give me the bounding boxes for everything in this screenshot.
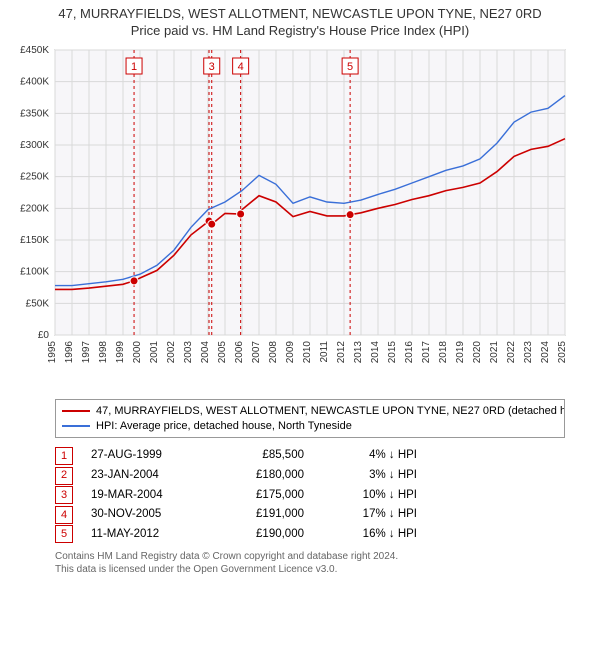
price-chart: £0 £50K £100K £150K £200K £250K £300K £350K £400…	[0, 40, 600, 390]
x-tick-label: 2011	[319, 340, 330, 362]
row-delta: 16% ↓ HPI	[322, 525, 417, 545]
x-tick-label: 1999	[115, 340, 126, 363]
footer-line-1: Contains HM Land Registry data © Crown c…	[55, 550, 565, 563]
row-date: 27-AUG-1999	[91, 446, 206, 466]
legend-label: 47, MURRAYFIELDS, WEST ALLOTMENT, NEWCAS…	[96, 404, 565, 419]
legend-swatch	[62, 425, 90, 427]
sale-marker-dot	[208, 220, 216, 228]
x-tick-label: 2009	[285, 340, 296, 363]
x-tick-label: 2020	[472, 340, 483, 363]
row-date: 11-MAY-2012	[91, 525, 206, 545]
table-row: 4 30-NOV-2005 £191,000 17% ↓ HPI	[55, 505, 565, 525]
row-price: £190,000	[224, 525, 304, 545]
row-price: £175,000	[224, 486, 304, 506]
table-row: 5 11-MAY-2012 £190,000 16% ↓ HPI	[55, 525, 565, 545]
title-line-1: 47, MURRAYFIELDS, WEST ALLOTMENT, NEWCAS…	[0, 6, 600, 23]
row-badge: 5	[55, 525, 73, 543]
chart-container: £0 £50K £100K £150K £200K £250K £300K £350K £400…	[0, 40, 600, 395]
y-tick-label: £0	[38, 330, 50, 341]
x-tick-label: 2008	[268, 340, 279, 363]
x-tick-label: 2002	[166, 340, 177, 363]
x-tick-label: 2001	[149, 340, 160, 363]
row-delta: 3% ↓ HPI	[322, 466, 417, 486]
x-tick-label: 2022	[506, 340, 517, 363]
x-tick-label: 1995	[47, 340, 58, 363]
x-tick-label: 2012	[336, 340, 347, 363]
row-delta: 17% ↓ HPI	[322, 505, 417, 525]
x-tick-label: 2017	[421, 340, 432, 363]
x-tick-label: 2015	[387, 340, 398, 363]
x-tick-label: 1998	[98, 340, 109, 363]
x-tick-label: 1997	[81, 340, 92, 363]
x-tick-label: 2016	[404, 340, 415, 363]
x-tick-label: 2010	[302, 340, 313, 363]
title-block: 47, MURRAYFIELDS, WEST ALLOTMENT, NEWCAS…	[0, 0, 600, 40]
y-tick-label: £300K	[20, 140, 49, 151]
y-tick-label: £200K	[20, 203, 49, 214]
row-price: £85,500	[224, 446, 304, 466]
sale-marker-dot	[130, 277, 138, 285]
y-tick-label: £100K	[20, 266, 49, 277]
row-badge: 4	[55, 506, 73, 524]
table-row: 1 27-AUG-1999 £85,500 4% ↓ HPI	[55, 446, 565, 466]
x-tick-label: 2006	[234, 340, 245, 363]
legend-swatch	[62, 410, 90, 412]
row-price: £191,000	[224, 505, 304, 525]
row-price: £180,000	[224, 466, 304, 486]
legend: 47, MURRAYFIELDS, WEST ALLOTMENT, NEWCAS…	[55, 399, 565, 439]
x-tick-label: 2023	[523, 340, 534, 363]
sale-marker-dot	[237, 210, 245, 218]
x-tick-label: 2000	[132, 340, 143, 363]
x-tick-label: 2007	[251, 340, 262, 363]
y-tick-label: £350K	[20, 108, 49, 119]
legend-row: HPI: Average price, detached house, Nort…	[62, 419, 558, 434]
x-tick-label: 2021	[489, 340, 500, 363]
x-tick-label: 2004	[200, 340, 211, 363]
row-delta: 10% ↓ HPI	[322, 486, 417, 506]
table-row: 3 19-MAR-2004 £175,000 10% ↓ HPI	[55, 486, 565, 506]
x-tick-label: 2024	[540, 340, 551, 363]
y-tick-label: £450K	[20, 45, 49, 56]
x-tick-label: 2003	[183, 340, 194, 363]
x-tick-label: 2018	[438, 340, 449, 363]
y-tick-label: £150K	[20, 235, 49, 246]
y-tick-label: £50K	[26, 298, 50, 309]
title-line-2: Price paid vs. HM Land Registry's House …	[0, 23, 600, 40]
row-badge: 2	[55, 467, 73, 485]
table-row: 2 23-JAN-2004 £180,000 3% ↓ HPI	[55, 466, 565, 486]
row-date: 23-JAN-2004	[91, 466, 206, 486]
legend-row: 47, MURRAYFIELDS, WEST ALLOTMENT, NEWCAS…	[62, 404, 558, 419]
row-date: 19-MAR-2004	[91, 486, 206, 506]
y-tick-label: £250K	[20, 171, 49, 182]
x-tick-label: 2013	[353, 340, 364, 363]
x-tick-label: 2014	[370, 340, 381, 363]
sale-marker-dot	[346, 210, 354, 218]
sale-marker-badge-num: 3	[209, 61, 215, 73]
sale-marker-badge-num: 5	[347, 61, 353, 73]
row-badge: 1	[55, 447, 73, 465]
x-tick-label: 2025	[557, 340, 568, 363]
legend-label: HPI: Average price, detached house, Nort…	[96, 419, 352, 434]
row-delta: 4% ↓ HPI	[322, 446, 417, 466]
sale-marker-badge-num: 1	[131, 61, 137, 73]
x-tick-label: 2005	[217, 340, 228, 363]
x-tick-label: 2019	[455, 340, 466, 363]
x-tick-label: 1996	[64, 340, 75, 363]
row-date: 30-NOV-2005	[91, 505, 206, 525]
sales-table: 1 27-AUG-1999 £85,500 4% ↓ HPI 2 23-JAN-2004 £…	[55, 446, 565, 544]
footer-line-2: This data is licensed under the Open Gov…	[55, 563, 565, 576]
attribution-footer: Contains HM Land Registry data © Crown c…	[55, 550, 565, 576]
y-tick-label: £400K	[20, 76, 49, 87]
sale-marker-badge-num: 4	[238, 61, 244, 73]
row-badge: 3	[55, 486, 73, 504]
